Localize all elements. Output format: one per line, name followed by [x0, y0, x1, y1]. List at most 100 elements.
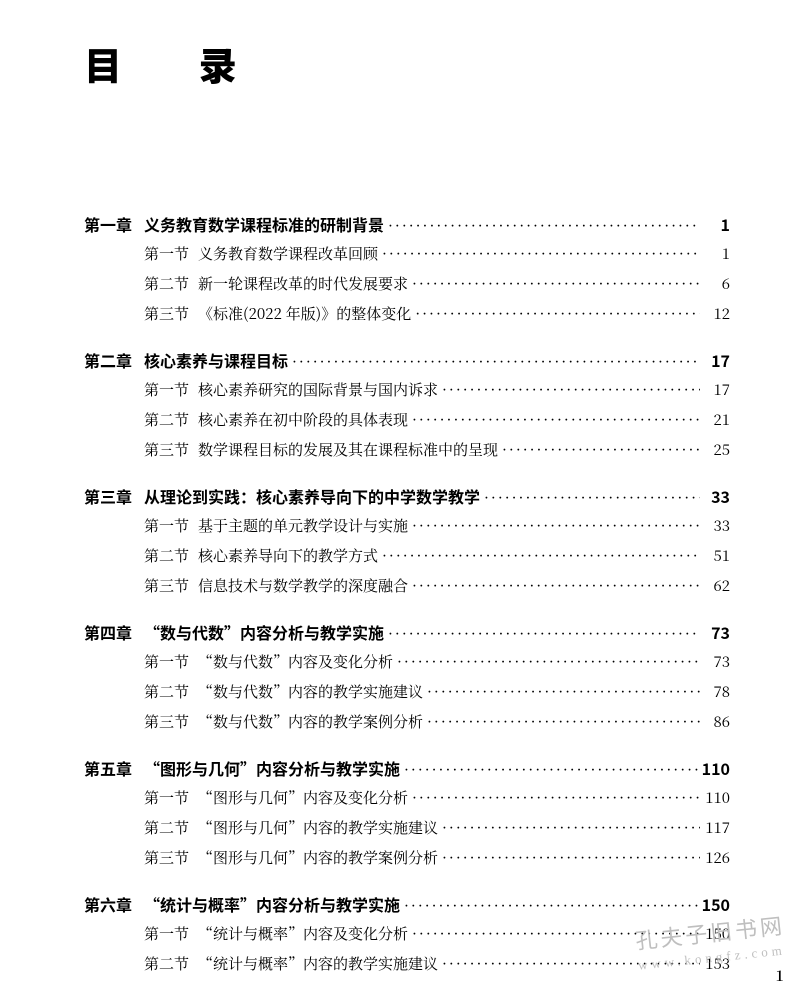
chapter: 第二章核心素养与课程目标17第一节核心素养研究的国际背景与国内诉求17第二节核心…: [84, 345, 730, 465]
section-label: 第二节: [144, 677, 198, 707]
section-page: 12: [704, 299, 730, 329]
section-label: 第一节: [144, 647, 198, 677]
chapter-title: 义务教育数学课程标准的研制背景: [144, 209, 384, 239]
section-row: 第一节“统计与概率”内容及变化分析150: [84, 919, 730, 949]
chapter-row: 第二章核心素养与课程目标 17: [84, 345, 730, 375]
section-title: 义务教育数学课程改革回顾: [198, 239, 378, 269]
section-label: 第二节: [144, 405, 198, 435]
section-label: 第三节: [144, 707, 198, 737]
section-title: “数与代数”内容的教学实施建议: [198, 677, 423, 707]
leader-dots: [382, 239, 700, 269]
section-label: 第一节: [144, 919, 198, 949]
chapter-page: 73: [704, 617, 730, 647]
section-row: 第三节“图形与几何”内容的教学案例分析 126: [84, 843, 730, 873]
section-title: 《标准(2022 年版)》的整体变化: [198, 299, 411, 329]
chapter-title: 核心素养与课程目标: [144, 345, 288, 375]
chapter-page: 150: [702, 889, 730, 919]
leader-dots: [404, 891, 698, 921]
chapter-row: 第一章义务教育数学课程标准的研制背景 1: [84, 209, 730, 239]
chapter-row: 第四章“数与代数”内容分析与教学实施 73: [84, 617, 730, 647]
leader-dots: [415, 299, 700, 329]
section-page: 110: [704, 783, 730, 813]
section-row: 第一节“数与代数”内容及变化分析 73: [84, 647, 730, 677]
chapter: 第一章义务教育数学课程标准的研制背景1第一节义务教育数学课程改革回顾1第二节新一…: [84, 209, 730, 329]
section-title: “统计与概率”内容及变化分析: [198, 919, 408, 949]
leader-dots: [397, 647, 700, 677]
section-row: 第一节“图形与几何”内容及变化分析 110: [84, 783, 730, 813]
section-title: 信息技术与数学教学的深度融合: [198, 571, 408, 601]
leader-dots: [442, 375, 700, 405]
section-row: 第二节“统计与概率”内容的教学实施建议153: [84, 949, 730, 979]
section-title: “数与代数”内容及变化分析: [198, 647, 393, 677]
leader-dots: [412, 919, 700, 949]
section-title: 基于主题的单元教学设计与实施: [198, 511, 408, 541]
leader-dots: [292, 347, 700, 377]
section-page: 25: [704, 435, 730, 465]
leader-dots: [442, 843, 700, 873]
chapter: 第六章“统计与概率”内容分析与教学实施150第一节“统计与概率”内容及变化分析1…: [84, 889, 730, 979]
leader-dots: [388, 619, 700, 649]
leader-dots: [442, 813, 700, 843]
chapter-title: 从理论到实践：核心素养导向下的中学数学教学: [144, 481, 480, 511]
chapter-label: 第一章: [84, 209, 144, 239]
section-row: 第三节数学课程目标的发展及其在课程标准中的呈现 25: [84, 435, 730, 465]
section-page: 126: [704, 843, 730, 873]
chapter: 第三章从理论到实践：核心素养导向下的中学数学教学33第一节基于主题的单元教学设计…: [84, 481, 730, 601]
section-page: 73: [704, 647, 730, 677]
section-page: 33: [704, 511, 730, 541]
page-title: 目 录: [84, 36, 730, 91]
leader-dots: [502, 435, 700, 465]
chapter: 第五章“图形与几何”内容分析与教学实施110第一节“图形与几何”内容及变化分析1…: [84, 753, 730, 873]
chapter-title: “图形与几何”内容分析与教学实施: [144, 753, 400, 783]
section-row: 第三节信息技术与数学教学的深度融合 62: [84, 571, 730, 601]
section-row: 第三节“数与代数”内容的教学案例分析86: [84, 707, 730, 737]
section-label: 第一节: [144, 511, 198, 541]
chapter-title: “统计与概率”内容分析与教学实施: [144, 889, 400, 919]
section-title: 核心素养导向下的教学方式: [198, 541, 378, 571]
section-label: 第三节: [144, 571, 198, 601]
leader-dots: [412, 571, 700, 601]
section-title: 数学课程目标的发展及其在课程标准中的呈现: [198, 435, 498, 465]
section-row: 第二节核心素养在初中阶段的具体表现21: [84, 405, 730, 435]
leader-dots: [382, 541, 700, 571]
chapter-label: 第四章: [84, 617, 144, 647]
leader-dots: [442, 949, 700, 979]
section-page: 153: [704, 949, 730, 979]
section-title: 核心素养研究的国际背景与国内诉求: [198, 375, 438, 405]
section-label: 第三节: [144, 299, 198, 329]
section-page: 62: [704, 571, 730, 601]
chapter-row: 第三章从理论到实践：核心素养导向下的中学数学教学33: [84, 481, 730, 511]
section-title: “数与代数”内容的教学案例分析: [198, 707, 423, 737]
section-row: 第二节新一轮课程改革的时代发展要求6: [84, 269, 730, 299]
leader-dots: [484, 483, 700, 513]
chapter-page: 17: [704, 345, 730, 375]
section-row: 第一节基于主题的单元教学设计与实施 33: [84, 511, 730, 541]
leader-dots: [404, 755, 698, 785]
section-label: 第一节: [144, 783, 198, 813]
section-label: 第二节: [144, 269, 198, 299]
section-page: 51: [704, 541, 730, 571]
section-title: 新一轮课程改革的时代发展要求: [198, 269, 408, 299]
section-row: 第一节核心素养研究的国际背景与国内诉求17: [84, 375, 730, 405]
chapter-title: “数与代数”内容分析与教学实施: [144, 617, 384, 647]
section-page: 1: [704, 239, 730, 269]
chapter-page: 33: [704, 481, 730, 511]
chapter-page: 1: [704, 209, 730, 239]
section-row: 第二节“数与代数”内容的教学实施建议78: [84, 677, 730, 707]
section-title: “图形与几何”内容的教学案例分析: [198, 843, 438, 873]
section-page: 17: [704, 375, 730, 405]
section-label: 第二节: [144, 813, 198, 843]
chapter: 第四章“数与代数”内容分析与教学实施73第一节“数与代数”内容及变化分析73第二…: [84, 617, 730, 737]
chapter-row: 第六章“统计与概率”内容分析与教学实施150: [84, 889, 730, 919]
section-label: 第一节: [144, 239, 198, 269]
leader-dots: [412, 783, 700, 813]
section-label: 第三节: [144, 843, 198, 873]
section-page: 117: [704, 813, 730, 843]
section-row: 第一节义务教育数学课程改革回顾 1: [84, 239, 730, 269]
section-label: 第二节: [144, 541, 198, 571]
section-title: “图形与几何”内容及变化分析: [198, 783, 408, 813]
section-label: 第三节: [144, 435, 198, 465]
leader-dots: [427, 707, 700, 737]
table-of-contents: 第一章义务教育数学课程标准的研制背景1第一节义务教育数学课程改革回顾1第二节新一…: [84, 209, 730, 979]
chapter-label: 第二章: [84, 345, 144, 375]
